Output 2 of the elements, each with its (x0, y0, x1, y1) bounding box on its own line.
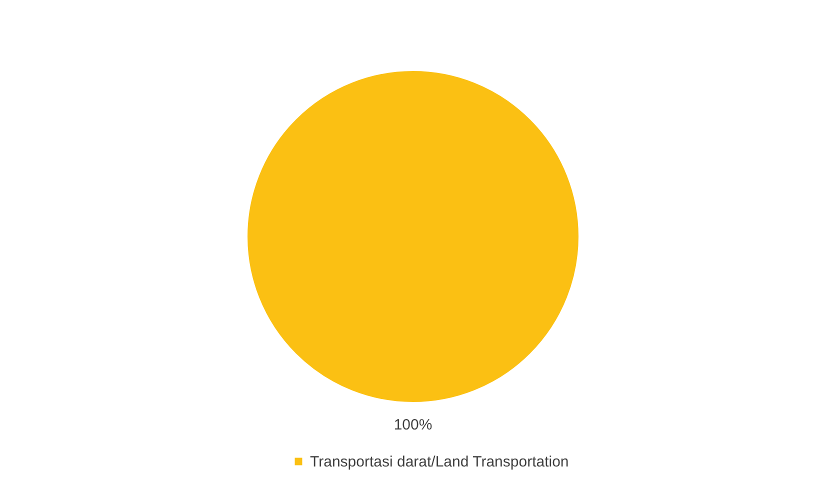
data-label: 100% (394, 416, 432, 434)
legend-label: Transportasi darat/Land Transportation (310, 454, 569, 470)
